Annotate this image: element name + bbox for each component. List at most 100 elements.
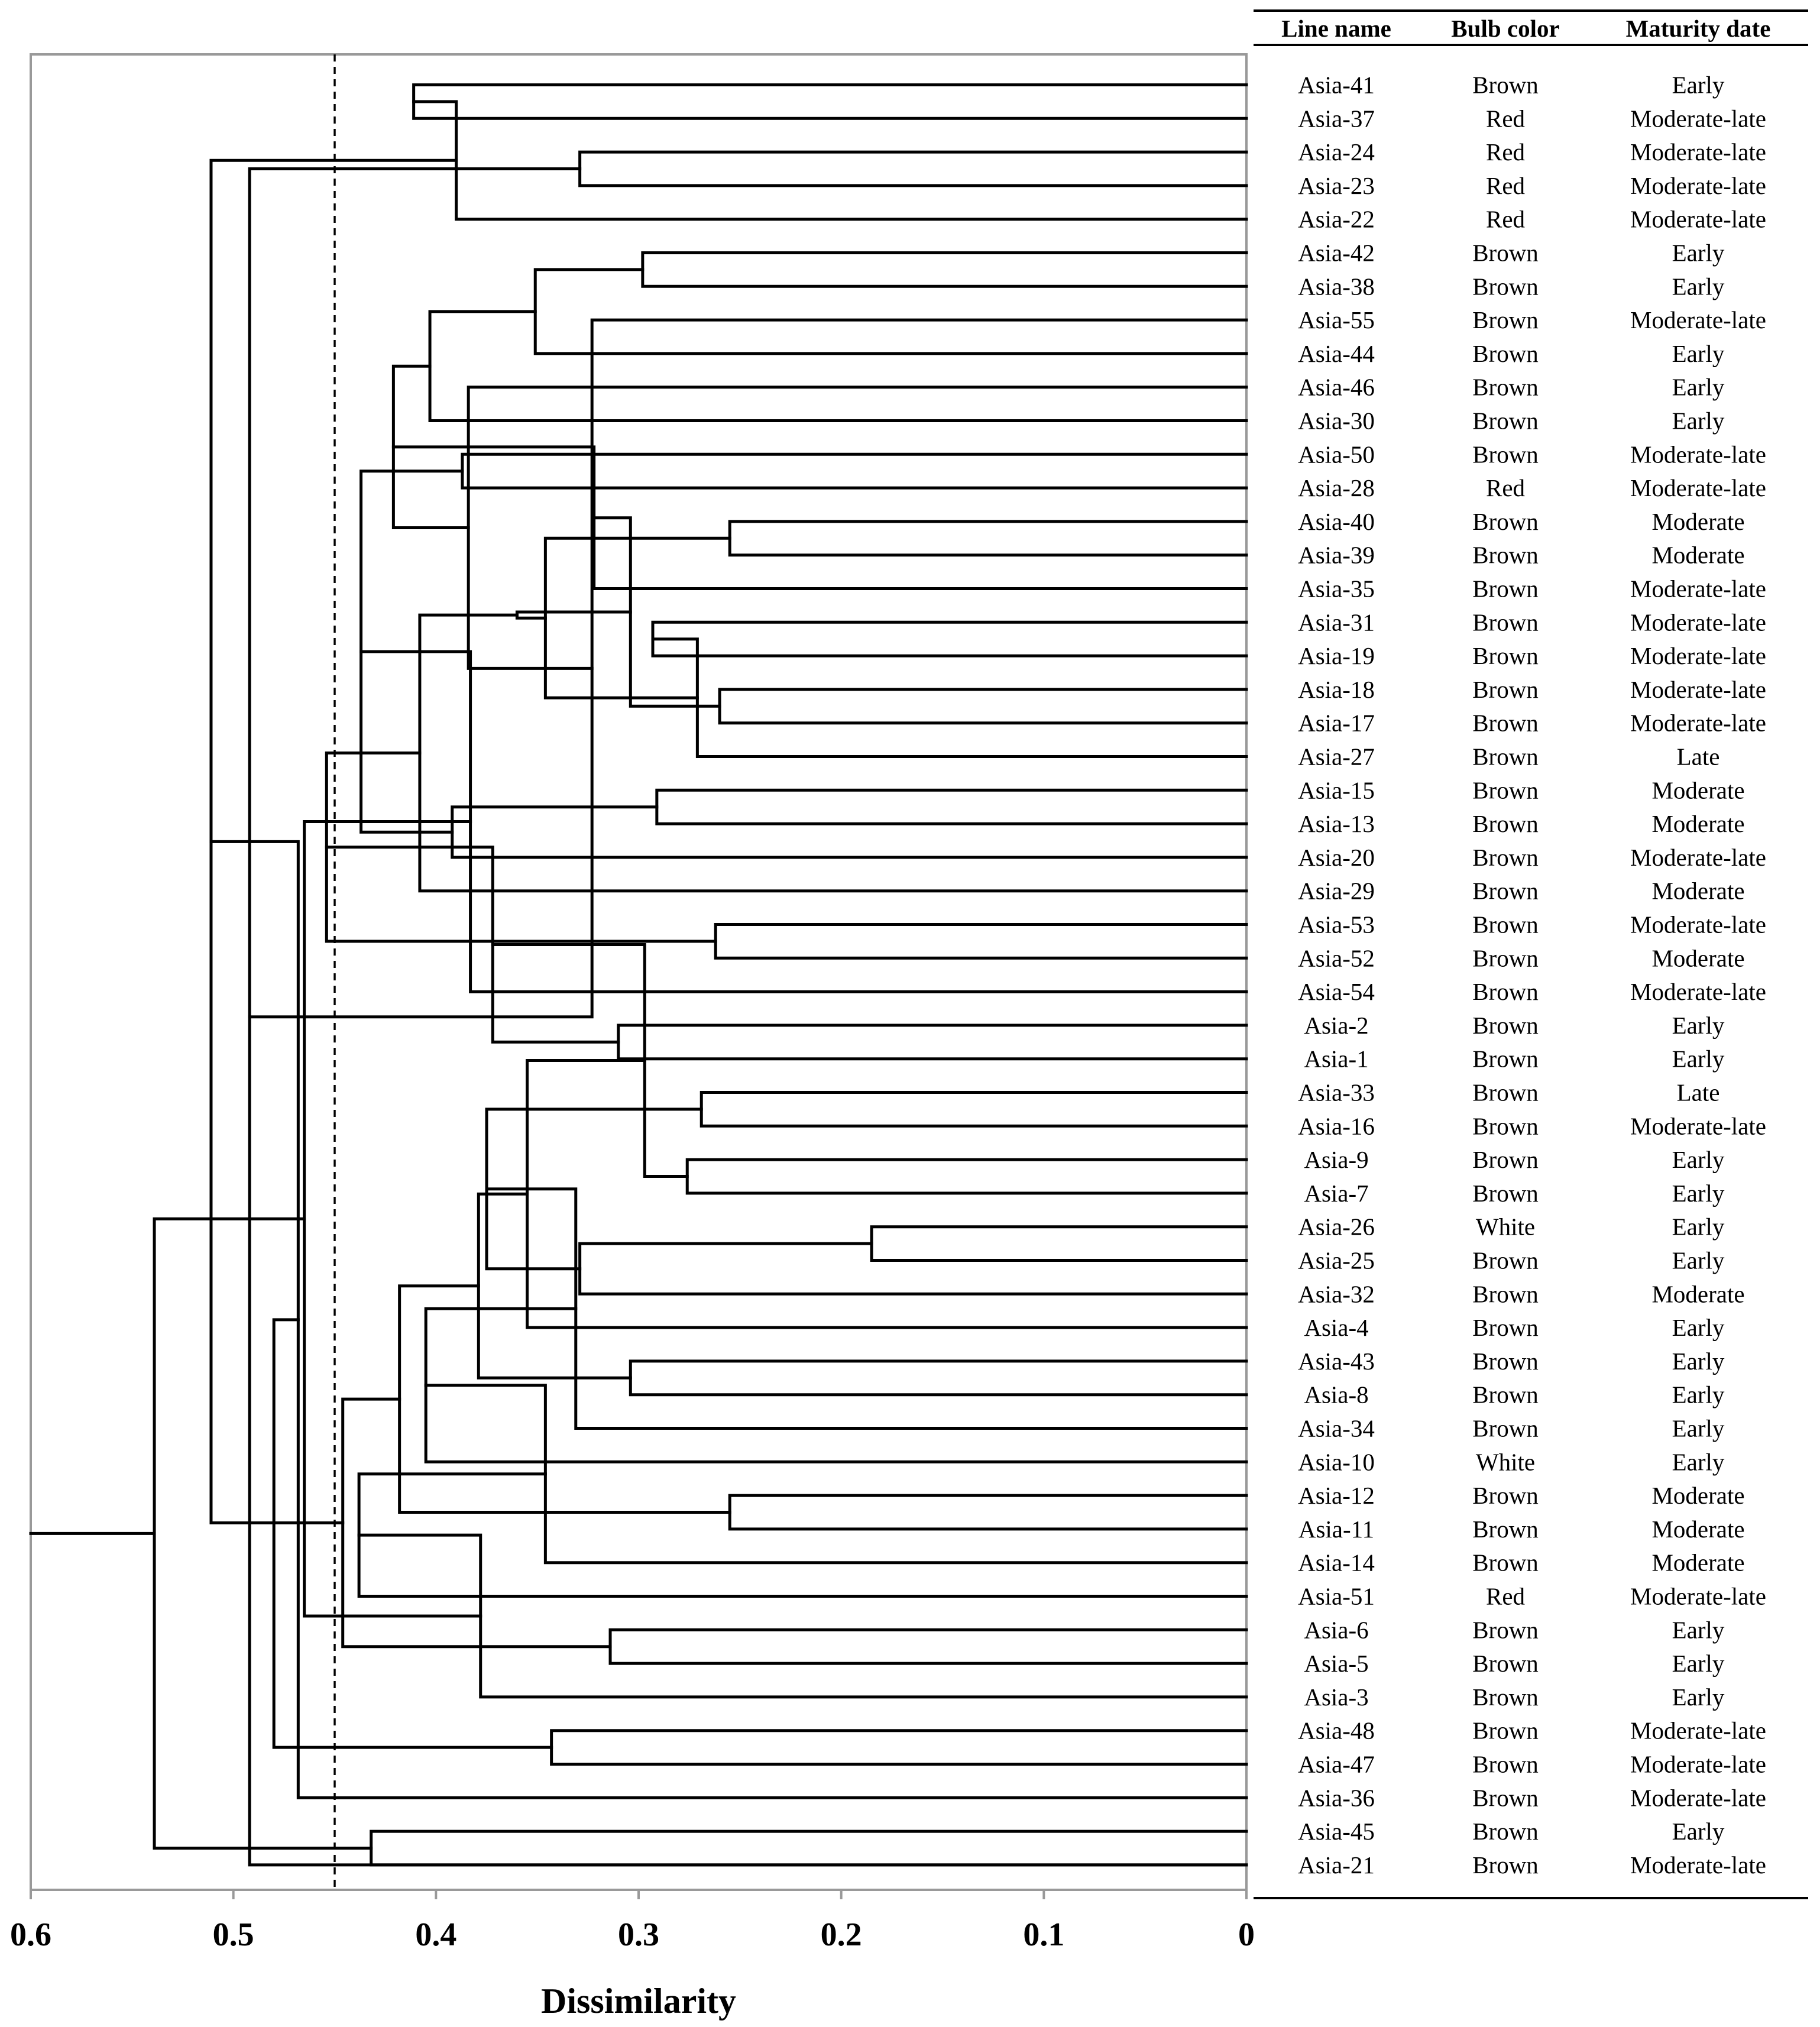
line-name-cell: Asia-22 [1298,206,1375,233]
table-row: Asia-15 Brown Moderate [1298,776,1744,804]
maturity-date-cell: Moderate-late [1630,676,1766,703]
table-row: Asia-37 Red Moderate-late [1298,105,1766,132]
bulb-color-cell: Brown [1472,944,1539,972]
table-row: Asia-48 Brown Moderate-late [1298,1717,1766,1744]
table-row: Asia-4 Brown Early [1304,1314,1725,1341]
line-name-cell: Asia-14 [1298,1549,1375,1576]
table-row: Asia-7 Brown Early [1304,1180,1725,1207]
table-row: Asia-28 Red Moderate-late [1298,474,1766,501]
branch-merge-19 [515,610,632,620]
branch-merge-49 [209,840,1248,1799]
line-name-cell: Asia-33 [1298,1079,1375,1106]
line-name-cell: Asia-55 [1298,306,1375,333]
bulb-color-cell: Brown [1472,306,1539,333]
maturity-date-cell: Moderate [1651,944,1744,972]
bulb-color-cell: Brown [1472,273,1539,300]
branch-merge-42 [357,1472,1248,1598]
attribute-table: Asia-41 Brown Early Asia-37 Red Moderate-late… [1298,72,1766,1879]
line-name-cell: Asia-54 [1298,978,1375,1005]
bulb-color-cell: Brown [1472,710,1539,737]
branch-merge-35 [629,1359,1248,1397]
table-row: Asia-11 Brown Moderate [1298,1516,1745,1543]
bulb-color-cell: Brown [1472,1314,1539,1341]
maturity-date-cell: Early [1672,239,1725,267]
maturity-date-cell: Moderate-late [1630,844,1766,871]
branch-merge-8 [428,310,1248,422]
maturity-date-cell: Moderate-late [1630,105,1766,132]
line-name-cell: Asia-46 [1298,374,1375,401]
table-row: Asia-52 Brown Moderate [1298,944,1744,972]
bulb-color-cell: Brown [1472,1415,1539,1442]
branch-merge-45 [341,1397,612,1649]
line-name-cell: Asia-53 [1298,911,1375,938]
table-row: Asia-55 Brown Moderate-late [1298,306,1766,333]
line-name-cell: Asia-31 [1298,608,1375,636]
table-row: Asia-17 Brown Moderate-late [1298,710,1766,737]
bulb-color-cell: Brown [1472,1751,1539,1778]
x-axis-title: Dissimilarity [541,1981,736,2020]
bulb-color-cell: Brown [1472,542,1539,569]
line-name-cell: Asia-29 [1298,877,1375,905]
bulb-color-cell: Brown [1472,1717,1539,1744]
table-row: Asia-9 Brown Early [1304,1146,1725,1173]
line-name-cell: Asia-42 [1298,239,1375,267]
x-axis: 0.6 0.5 0.4 0.3 0.2 0.1 0 [10,1890,1255,1953]
line-name-cell: Asia-25 [1298,1247,1375,1274]
line-name-cell: Asia-23 [1298,172,1375,199]
bulb-color-cell: Brown [1472,676,1539,703]
table-row: Asia-46 Brown Early [1298,374,1725,401]
line-name-cell: Asia-16 [1298,1112,1375,1139]
table-row: Asia-5 Brown Early [1304,1650,1725,1677]
bulb-color-cell: Brown [1472,1079,1539,1106]
table-row: Asia-41 Brown Early [1298,72,1725,99]
table-row: Asia-10 White Early [1298,1448,1725,1475]
line-name-cell: Asia-47 [1298,1751,1375,1778]
line-name-cell: Asia-21 [1298,1851,1375,1879]
table-row: Asia-20 Brown Moderate-late [1298,844,1766,871]
branch-merge-30 [870,1225,1248,1262]
line-name-cell: Asia-1 [1304,1045,1368,1073]
maturity-date-cell: Moderate [1651,1516,1744,1543]
maturity-date-cell: Early [1672,340,1725,367]
table-row: Asia-21 Brown Moderate-late [1298,1851,1766,1879]
table-row: Asia-3 Brown Early [1304,1683,1725,1711]
table-row: Asia-22 Red Moderate-late [1298,206,1766,233]
table-row: Asia-6 Brown Early [1304,1616,1725,1643]
maturity-date-cell: Moderate-late [1630,1784,1766,1811]
line-name-cell: Asia-50 [1298,441,1375,468]
line-name-cell: Asia-26 [1298,1213,1375,1241]
line-name-cell: Asia-36 [1298,1784,1375,1811]
bulb-color-cell: White [1476,1213,1535,1241]
table-row: Asia-1 Brown Early [1304,1045,1725,1073]
line-name-cell: Asia-35 [1298,575,1375,603]
table-row: Asia-30 Brown Early [1298,407,1725,435]
maturity-date-cell: Moderate-late [1630,1112,1766,1139]
maturity-date-cell: Moderate-late [1630,1751,1766,1778]
line-name-cell: Asia-4 [1304,1314,1368,1341]
branch-merge-23 [714,923,1248,960]
line-name-cell: Asia-13 [1298,810,1375,837]
branch-merge-48 [550,1729,1248,1766]
maturity-date-cell: Moderate [1651,542,1744,569]
maturity-date-cell: Early [1672,1415,1725,1442]
branch-merge-13 [651,620,1248,658]
maturity-date-cell: Early [1672,1180,1725,1207]
bulb-color-cell: Brown [1472,1381,1539,1408]
bulb-color-cell: Red [1486,1583,1525,1610]
maturity-date-cell: Early [1672,1448,1725,1475]
table-row: Asia-19 Brown Moderate-late [1298,642,1766,669]
table-row: Asia-34 Brown Early [1298,1415,1725,1442]
maturity-date-cell: Moderate [1651,508,1744,535]
branch-merge-18 [655,788,1248,825]
maturity-date-cell: Moderate-late [1630,642,1766,669]
line-name-cell: Asia-27 [1298,743,1375,770]
line-name-cell: Asia-30 [1298,407,1375,435]
bulb-color-cell: Brown [1472,374,1539,401]
branch-merge-27 [699,1091,1248,1128]
bulb-color-cell: Brown [1472,1683,1539,1711]
table-row: Asia-40 Brown Moderate [1298,508,1744,535]
line-name-cell: Asia-37 [1298,105,1375,132]
line-name-cell: Asia-43 [1298,1348,1375,1375]
table-row: Asia-26 White Early [1298,1213,1725,1241]
bulb-color-cell: Brown [1472,441,1539,468]
